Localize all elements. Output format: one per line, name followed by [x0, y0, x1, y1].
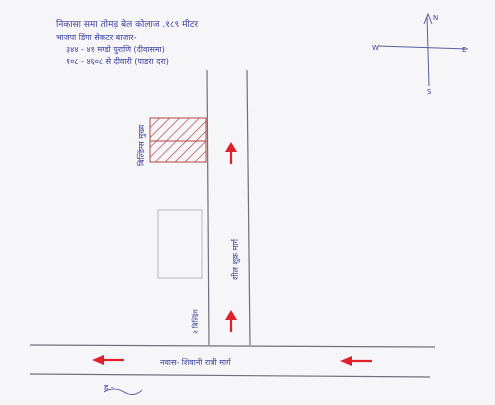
- vertical-road-left-edge: [206, 69, 210, 346]
- note-line-4: १०८ - ४६०८ से दीवारी (पाडरा दरा): [66, 56, 169, 66]
- compass-vertical-line: [426, 15, 430, 87]
- main-road-top-edge: [29, 344, 436, 348]
- left-arrow-right-icon: [340, 356, 372, 366]
- up-arrow-upper-icon: [225, 142, 237, 164]
- corner-label: २ बिल्डिंग: [191, 308, 200, 334]
- compass-south: S: [427, 88, 432, 96]
- main-road-label: नवास- शिवानी रात्री मार्ग: [160, 357, 232, 367]
- compass-east: E: [462, 46, 466, 54]
- main-road: नवास- शिवानी रात्री मार्ग: [29, 344, 436, 378]
- hatched-building-shape: [149, 117, 207, 163]
- signature-stroke: [103, 388, 143, 395]
- signature: ह.-: [103, 383, 143, 395]
- note-line-1: निकासा समा तोमड़ बेल कोलाज .१८९ मीटर: [56, 18, 198, 30]
- compass-north: N: [433, 14, 438, 22]
- north-arrow-icon: [423, 12, 433, 25]
- left-building-label: बिल्डिंग्स मुख्य: [136, 124, 147, 166]
- main-road-bottom-edge: [29, 373, 431, 378]
- faint-plot-outline: [157, 209, 203, 279]
- up-arrow-lower-icon: [225, 310, 237, 332]
- compass: N S E W: [372, 12, 469, 96]
- compass-horizontal-line: [377, 45, 469, 50]
- vertical-road-label: शील शुक्र मार्ग: [230, 238, 241, 280]
- note-line-2: भाजपा डिंगा सेकटर बाजार-: [56, 32, 137, 42]
- hatched-building: बिल्डिंग्स मुख्य: [136, 117, 207, 166]
- note-line-3: ३४४ - ४१ मग्डो पुराणि (दीवासमा): [66, 44, 165, 55]
- vertical-road-right-edge: [246, 69, 251, 346]
- left-arrow-left-icon: [92, 355, 124, 365]
- signature-text: ह.-: [104, 383, 114, 392]
- header-notes: निकासा समा तोमड़ बेल कोलाज .१८९ मीटर भाज…: [56, 18, 198, 66]
- compass-west: W: [372, 44, 379, 52]
- vertical-road: शील शुक्र मार्ग: [206, 69, 251, 346]
